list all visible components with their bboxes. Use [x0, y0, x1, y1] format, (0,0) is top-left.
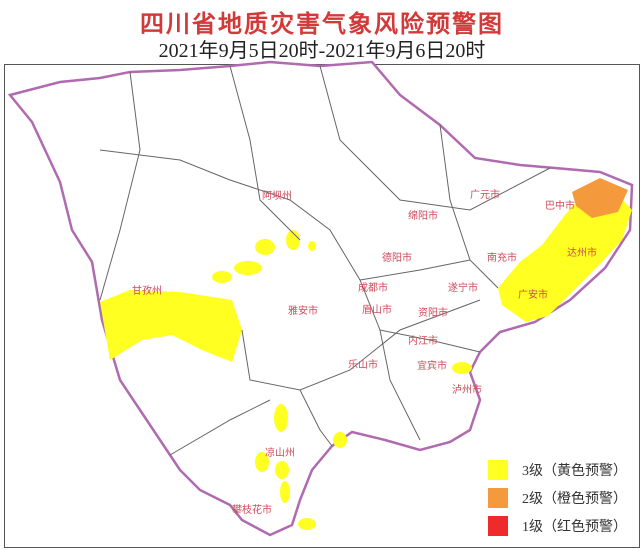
city-label: 宜宾市 — [417, 361, 447, 372]
city-label: 南充市 — [487, 253, 517, 264]
yellow-warning-northeast — [498, 188, 632, 322]
orange-swatch — [488, 488, 508, 508]
city-label: 广安市 — [518, 290, 548, 301]
legend-item-level3: 3级（黄色预警） — [488, 456, 638, 484]
map-subtitle: 2021年9月5日20时-2021年9月6日20时 — [158, 40, 486, 62]
yellow-swatch — [488, 460, 508, 480]
legend-item-level2: 2级（橙色预警） — [488, 484, 638, 512]
city-label: 内江市 — [408, 336, 438, 347]
city-label: 凉山州 — [265, 448, 295, 459]
province-outline — [7, 60, 634, 537]
city-label: 成都市 — [358, 283, 388, 294]
legend-label: 2级（橙色预警） — [522, 492, 627, 507]
city-label: 泸州市 — [452, 385, 482, 396]
orange-warning-northeast — [572, 178, 628, 218]
city-label: 广元市 — [470, 190, 500, 201]
city-label: 遂宁市 — [448, 283, 478, 294]
city-label: 雅安市 — [288, 306, 318, 317]
internal-borders — [99, 65, 551, 456]
city-label: 巴中市 — [545, 201, 575, 212]
city-label: 眉山市 — [362, 305, 392, 316]
legend: 3级（黄色预警） 2级（橙色预警） 1级（红色预警） — [488, 456, 638, 540]
city-label: 德阳市 — [382, 253, 412, 264]
city-label: 绵阳市 — [408, 211, 438, 222]
legend-label: 3级（黄色预警） — [522, 464, 627, 479]
map-title: 四川省地质灾害气象风险预警图 — [140, 10, 504, 38]
city-label: 乐山市 — [348, 360, 378, 371]
legend-item-level1: 1级（红色预警） — [488, 512, 638, 540]
city-label: 阿坝州 — [262, 191, 292, 202]
map-frame — [4, 64, 640, 548]
city-label: 甘孜州 — [132, 286, 162, 297]
red-swatch — [488, 516, 508, 536]
yellow-warning-spots — [212, 230, 472, 530]
city-label: 资阳市 — [418, 308, 448, 319]
yellow-warning-west — [100, 290, 242, 362]
city-label: 达州市 — [567, 248, 597, 259]
legend-label: 1级（红色预警） — [522, 520, 627, 535]
city-label: 攀枝花市 — [232, 505, 272, 516]
